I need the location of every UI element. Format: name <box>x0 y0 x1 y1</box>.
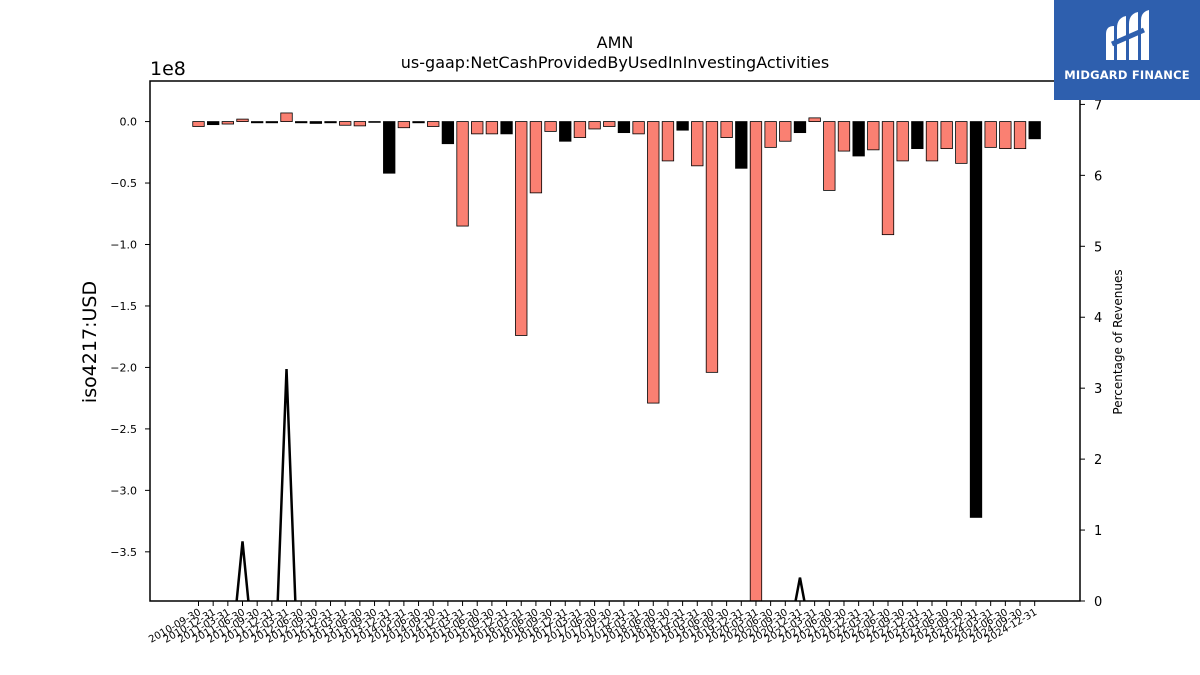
y2-tick-label: 2 <box>1094 453 1102 468</box>
bar-2023-06-30 <box>940 121 953 150</box>
bar-2016-12-31 <box>559 121 572 142</box>
revenue-pct-line-segment-1 <box>235 541 250 602</box>
bar-2017-09-30 <box>603 121 616 127</box>
bar-2013-03-31 <box>339 121 352 126</box>
bar-2016-06-30 <box>529 121 543 194</box>
bar-2018-12-31 <box>676 121 689 131</box>
bar-2020-06-30 <box>764 121 777 148</box>
bar-2011-09-30 <box>251 121 264 124</box>
bar-2014-06-30 <box>412 121 425 124</box>
bar-2021-03-31 <box>808 117 821 122</box>
y-tick-label: −3.0 <box>110 484 137 497</box>
y-offset-label: 1e8 <box>150 58 186 80</box>
bar-2017-12-31 <box>617 121 631 134</box>
midgard-logo-icon <box>1106 10 1149 60</box>
chart-title: AMN <box>597 33 634 52</box>
y2-tick-label: 4 <box>1094 311 1102 326</box>
bar-2011-06-30 <box>236 118 249 122</box>
bar-2020-12-31 <box>793 121 807 134</box>
y-tick-label: −0.5 <box>110 177 137 190</box>
bar-2011-12-31 <box>265 121 279 124</box>
bar-2012-03-31 <box>280 112 293 122</box>
bar-2019-09-30 <box>720 121 733 138</box>
bar-2016-03-31 <box>515 121 528 336</box>
bar-2015-03-31 <box>456 121 469 227</box>
y-tick-label: −3.5 <box>110 546 137 559</box>
bar-2014-12-31 <box>441 121 455 145</box>
bar-2021-09-30 <box>837 121 851 152</box>
y2-tick-label: 1 <box>1094 524 1102 539</box>
bar-2012-12-31 <box>324 121 337 124</box>
bar-2010-09-30 <box>192 121 205 127</box>
bar-2013-06-30 <box>353 121 367 127</box>
bar-2011-03-31 <box>221 121 234 125</box>
bar-2021-06-30 <box>823 121 836 191</box>
bar-2013-12-31 <box>383 121 396 174</box>
bar-2020-03-31 <box>749 121 763 602</box>
bar-2024-03-31 <box>984 121 997 148</box>
logo-text: MIDGARD FINANCE <box>1064 68 1190 82</box>
bar-2016-09-30 <box>544 121 557 132</box>
bar-2019-12-31 <box>735 121 748 169</box>
bar-2022-12-31 <box>911 121 924 150</box>
bar-2021-12-31 <box>852 121 865 157</box>
bar-2017-06-30 <box>588 121 601 130</box>
bar-2014-09-30 <box>427 121 440 127</box>
y-tick-label: 0.0 <box>120 116 138 129</box>
bar-2022-03-31 <box>867 121 880 151</box>
y-tick-label: −1.0 <box>110 238 137 251</box>
bar-2024-12-31 <box>1028 121 1041 140</box>
y-tick-label: −2.5 <box>110 423 137 436</box>
bar-2015-06-30 <box>471 121 484 135</box>
bar-2012-09-30 <box>309 121 323 124</box>
y2-axis-label: Percentage of Revenues <box>1111 269 1125 414</box>
bar-2024-06-30 <box>999 121 1012 150</box>
y-axis-label: iso4217:USD <box>79 281 101 403</box>
bar-2023-03-31 <box>925 121 939 162</box>
brand-logo: MIDGARD FINANCE <box>1054 0 1200 100</box>
bar-2010-12-31 <box>207 121 220 126</box>
revenue-pct-line-segment-3 <box>794 577 806 602</box>
bar-2015-12-31 <box>500 121 513 135</box>
chart-subtitle: us-gaap:NetCashProvidedByUsedInInvesting… <box>401 53 829 72</box>
bar-2013-09-30 <box>368 121 381 123</box>
bar-2014-03-31 <box>397 121 411 129</box>
bar-2019-06-30 <box>705 121 719 373</box>
bar-2020-09-30 <box>779 121 792 142</box>
plot-frame <box>149 80 1081 602</box>
bar-2012-06-30 <box>295 121 308 124</box>
y2-tick-label: 5 <box>1094 240 1102 255</box>
y2-tick-label: 6 <box>1094 169 1102 184</box>
y2-tick-label: 0 <box>1094 595 1102 610</box>
y-tick-label: −2.0 <box>110 361 137 374</box>
revenue-pct-line-segment-2 <box>276 368 297 602</box>
bar-2023-12-31 <box>969 121 983 518</box>
y-tick-label: −1.5 <box>110 300 137 313</box>
bar-2017-03-31 <box>573 121 587 138</box>
bar-2024-09-30 <box>1013 121 1027 150</box>
bar-2022-06-30 <box>881 121 895 236</box>
y2-tick-label: 7 <box>1094 98 1102 113</box>
bar-2018-06-30 <box>647 121 660 404</box>
y2-tick-label: 3 <box>1094 382 1102 397</box>
bar-2023-09-30 <box>955 121 968 164</box>
bar-2018-03-31 <box>632 121 645 135</box>
bar-2015-09-30 <box>485 121 499 135</box>
bar-2019-03-31 <box>691 121 704 167</box>
bar-2022-09-30 <box>896 121 909 162</box>
bar-2018-09-30 <box>661 121 675 162</box>
